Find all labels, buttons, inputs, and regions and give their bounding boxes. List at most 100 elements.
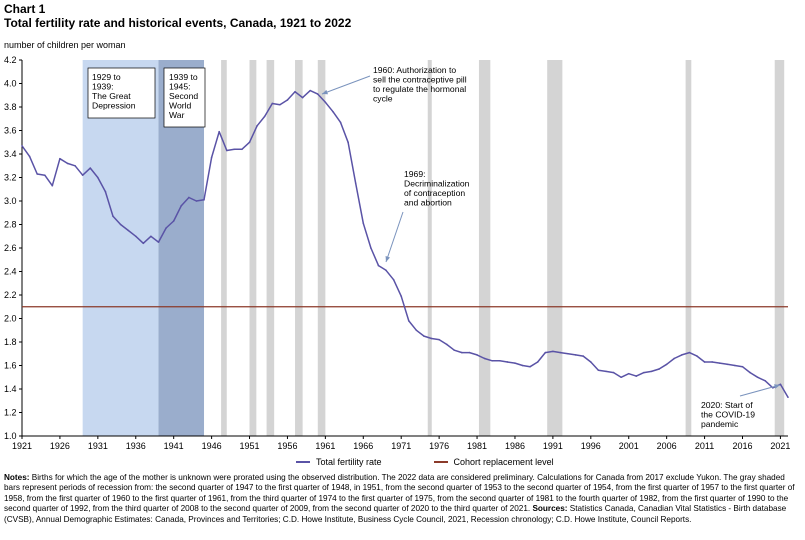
fertility-point [97,176,99,179]
pill-label-line: cycle [373,94,393,104]
y-tick-label: 3.6 [4,126,17,136]
fertility-point [567,352,569,355]
great-depression-label-line: 1939: [92,82,114,92]
fertility-point [81,174,84,176]
fertility-point [66,162,69,165]
fertility-point [180,204,183,207]
recession-bar [547,60,563,436]
chart-title: Total fertility rate and historical even… [4,16,352,30]
fertility-point [514,362,516,364]
fertility-point [279,103,281,106]
fertility-point [764,379,767,382]
ww2-label-line: War [169,110,185,120]
fertility-point [643,371,645,374]
fertility-point [605,370,607,373]
fertility-point [726,363,729,366]
x-tick-label: 1976 [429,441,449,451]
fertility-point [658,368,660,370]
legend-item-replacement: Cohort replacement level [433,457,554,467]
x-tick-label: 1981 [467,441,487,451]
ww2-label-line: Second [169,91,198,101]
x-tick-label: 2006 [657,441,677,451]
x-tick-label: 1951 [240,441,260,451]
fertility-point [650,370,653,373]
fertility-point [499,360,501,362]
decriminalization-label-line: and abortion [404,198,452,208]
x-tick-label: 1921 [12,441,32,451]
ww2-label-line: World [169,101,192,111]
y-tick-label: 1.6 [4,361,17,371]
covid-arrow [739,384,781,397]
x-tick-label: 1996 [581,441,601,451]
fertility-rate-line [21,89,789,398]
fertility-point [309,89,311,92]
recession-bar [317,60,326,436]
notes-heading: Notes: [4,473,30,482]
decriminalization-label-line: of contraception [404,188,465,198]
legend-label-replacement: Cohort replacement level [453,457,554,467]
y-tick-label: 3.8 [4,102,17,112]
fertility-point [445,343,448,346]
x-tick-label: 2011 [695,441,714,451]
fertility-point [172,220,175,222]
fertility-point [415,329,418,332]
fertility-point [362,222,365,225]
fertility-point [347,141,349,144]
fertility-point [74,164,76,167]
fertility-point [385,269,387,272]
fertility-point [597,369,600,372]
x-tick-label: 1971 [391,441,411,451]
fertility-point [756,376,759,379]
fertility-point [453,349,456,352]
fertility-point [21,144,23,147]
fertility-point [703,361,706,363]
great-depression-label-line: The Great [92,91,131,101]
fertility-point [438,338,440,341]
fertility-point [271,102,274,105]
decriminalization-arrow [385,211,404,263]
fertility-point [339,121,342,124]
recession-bar [685,60,692,436]
fertility-point [370,247,372,249]
covid-arrow-head [774,384,780,389]
recession-bar [478,60,491,436]
ww2-label-line: 1939 to [169,72,198,82]
x-tick-label: 2016 [732,441,752,451]
y-tick-label: 1.2 [4,408,17,418]
decriminalization-arrow-head [385,256,390,262]
recession-bar [266,60,275,436]
recession-bar [427,60,432,436]
fertility-point [256,125,258,127]
fertility-point [188,196,190,199]
fertility-point [461,351,463,354]
fertility-point [316,93,319,95]
fertility-point [506,361,509,363]
fertility-point [673,357,676,360]
fertility-point [294,90,296,93]
fertility-point [468,351,471,354]
covid-label-line: 2020: Start of [701,400,753,410]
fertility-point [324,101,327,104]
great-depression-band [82,60,159,436]
fertility-point [51,184,54,187]
y-tick-label: 1.4 [4,384,17,394]
x-tick-label: 1966 [353,441,373,451]
fertility-point [210,156,213,159]
fertility-point [521,364,524,367]
fertility-point [688,351,691,354]
fertility-point [301,96,304,99]
y-tick-label: 1.8 [4,337,17,347]
fertility-point [711,361,713,363]
fertility-point [574,354,577,356]
fertility-point [377,264,380,267]
fertility-point [430,337,433,340]
x-tick-label: 2001 [619,441,639,451]
x-tick-label: 1991 [543,441,563,451]
fertility-point [787,396,789,399]
fertility-point [544,351,547,354]
fertility-point [150,235,152,238]
y-axis-label: number of children per woman [4,40,126,50]
y-tick-label: 2.4 [4,267,17,277]
fertility-point [112,215,114,218]
chart-area: 1.0 1.2 1.4 1.6 1.8 2.0 2.2 2.4 2.6 2.8 3.0 3.2 3.4 3… [4,55,790,451]
